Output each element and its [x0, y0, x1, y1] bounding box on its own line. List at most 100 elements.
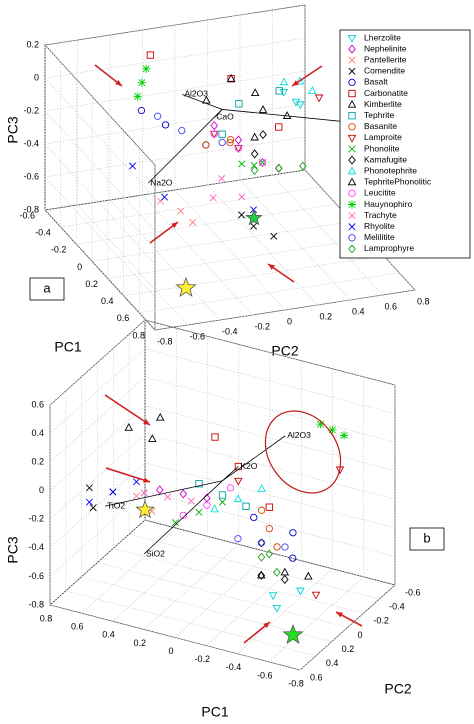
annotation-arrow [105, 467, 151, 483]
data-point [210, 130, 218, 138]
grid-line [113, 548, 364, 614]
data-point [258, 105, 268, 113]
panel-label-box [29, 277, 65, 301]
grid-line [44, 44, 156, 166]
legend-label: Lherzolite [364, 32, 401, 42]
data-point [179, 489, 188, 499]
grid-line [107, 238, 368, 279]
legend-box [339, 29, 471, 259]
grid-line [143, 544, 239, 630]
y-tick-label: -0.4 [222, 326, 238, 336]
z-tick-label: 0 [34, 72, 39, 82]
data-point [280, 567, 290, 576]
data-point [258, 158, 267, 167]
data-point [203, 501, 211, 509]
annotation-arrowhead [143, 477, 150, 483]
data-point [209, 194, 217, 202]
data-point [281, 543, 289, 551]
data-point [218, 175, 226, 183]
data-point [291, 98, 301, 107]
legend-label: Basanite [364, 121, 397, 131]
legend-label: Kimberlite [364, 99, 402, 109]
grid-line [97, 562, 348, 628]
x-tick-label: 0.8 [132, 330, 145, 340]
z-tick-label: -0.4 [23, 138, 39, 148]
data-point [142, 64, 151, 74]
data-point [270, 232, 278, 240]
data-point [304, 571, 313, 580]
grid-line [139, 272, 400, 314]
z-tick-label: -0.8 [28, 599, 44, 609]
x-tick-label: -0.2 [51, 245, 67, 255]
data-point [154, 112, 162, 120]
data-point [250, 132, 259, 141]
grid-line [44, 169, 306, 211]
loading-label: Na2O [150, 177, 173, 187]
legend-marker [348, 56, 356, 64]
grid-line [49, 376, 146, 463]
legend-marker [348, 78, 356, 87]
z-tick-label: 0.4 [31, 428, 44, 438]
data-point [132, 492, 140, 500]
legend-marker [348, 155, 356, 165]
data-point [195, 480, 203, 488]
grid-line [81, 576, 332, 642]
data-point [218, 498, 227, 506]
loading-label: TiO2 [107, 500, 125, 510]
data-point [256, 570, 266, 579]
data-point [328, 425, 337, 434]
z-axis-label: PC3 [5, 116, 21, 143]
grid-line [49, 348, 146, 434]
legend-marker [348, 223, 356, 231]
grid-line [49, 491, 146, 577]
loading-vector [222, 109, 353, 123]
grid-line [144, 348, 396, 414]
grid-line [44, 209, 156, 331]
legend-label: Carbonatite [364, 88, 408, 98]
data-point [179, 511, 187, 520]
legend-marker [348, 212, 356, 220]
data-point [273, 567, 281, 577]
legend-marker [348, 89, 356, 98]
star-annotation [245, 208, 263, 226]
data-point [274, 163, 283, 173]
data-point [258, 157, 267, 168]
data-point [137, 78, 147, 87]
y-tick-label: -0.4 [389, 602, 405, 612]
data-point [156, 485, 164, 495]
z-tick-label: -0.6 [28, 571, 44, 581]
grid-line [65, 590, 316, 657]
data-point [234, 535, 242, 543]
data-point [234, 135, 243, 145]
grid-line [49, 462, 146, 549]
data-point [140, 489, 148, 497]
x-axis-label: PC1 [54, 339, 81, 355]
highlight-ellipse [264, 410, 342, 494]
legend-label: Rhyolite [364, 221, 395, 231]
legend-label: TephritePhonolitic [364, 177, 432, 187]
x-tick-label: -0.6 [19, 210, 35, 220]
legend-marker [348, 123, 356, 131]
data-point [85, 498, 93, 506]
annotation-arrowhead [115, 79, 122, 86]
loading-label: Al2O3 [287, 430, 311, 440]
data-point [250, 206, 258, 214]
star-annotation [135, 499, 155, 519]
x-tick-label: 0.4 [101, 296, 114, 306]
data-point [218, 491, 227, 499]
data-point [160, 193, 168, 201]
grid-line [174, 189, 286, 311]
data-point [258, 506, 266, 514]
data-point [238, 193, 246, 201]
data-point [242, 502, 250, 510]
annotation-arrow [104, 394, 151, 426]
x-tick-label: -0.8 [288, 678, 304, 688]
grid-line [44, 77, 156, 199]
x-tick-label: 0 [168, 646, 173, 656]
legend-marker [348, 67, 356, 75]
grid-line [49, 604, 301, 671]
data-point [210, 130, 219, 139]
legend-label: Leucitite [364, 188, 396, 198]
loading-vector [222, 435, 286, 482]
data-point [89, 504, 97, 512]
